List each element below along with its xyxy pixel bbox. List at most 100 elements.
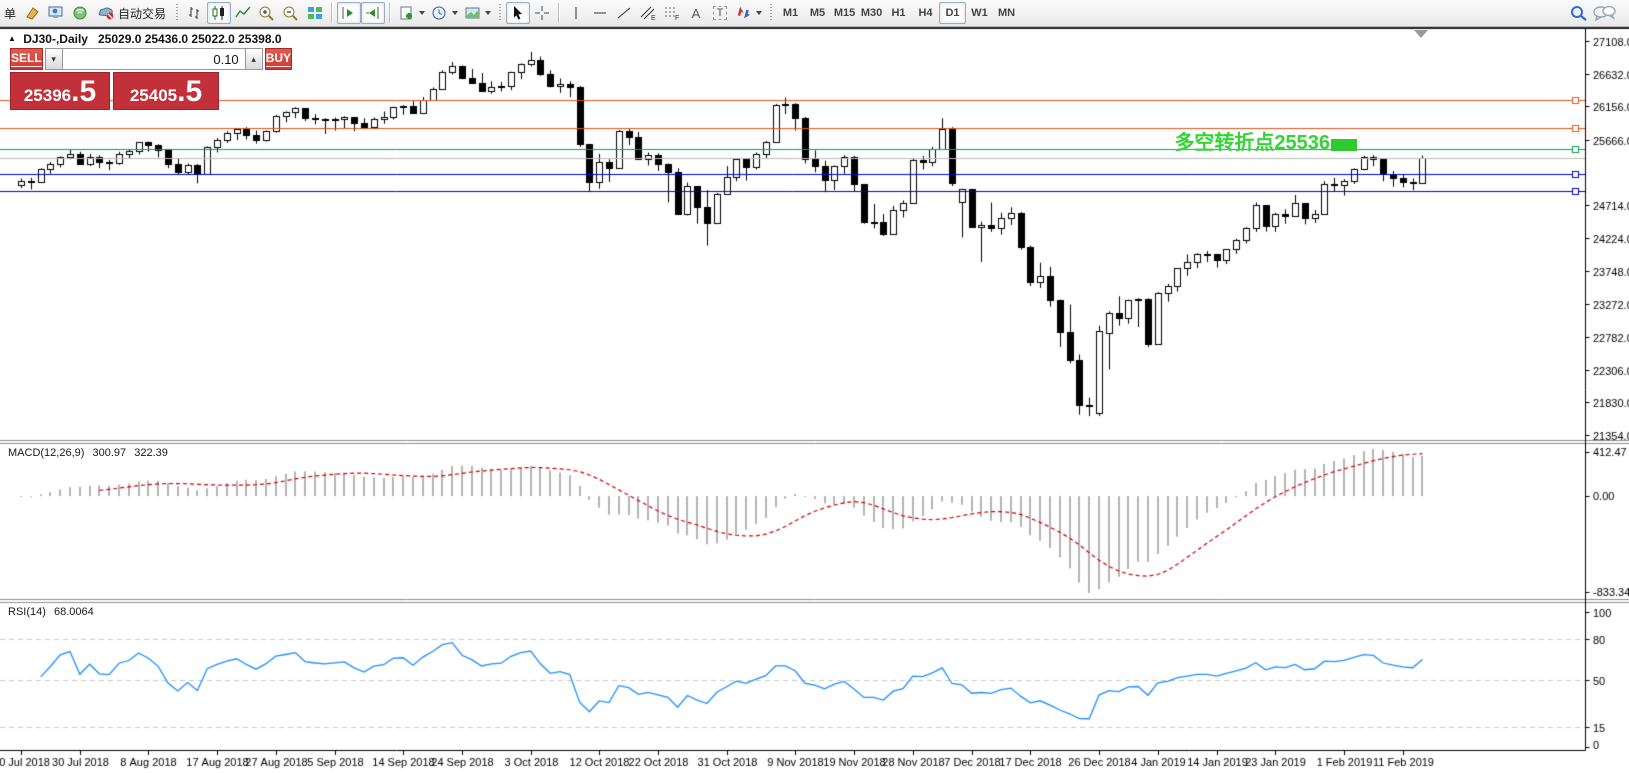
volume-decrease-button[interactable]: ▾ (44, 48, 63, 70)
signals-button[interactable] (68, 2, 92, 24)
chart-shift-button[interactable] (337, 2, 362, 24)
chevron-down-icon (452, 11, 459, 15)
timeframe-button-w1[interactable]: W1 (971, 7, 988, 19)
toolbar-grip (499, 4, 502, 22)
arrows-button[interactable] (732, 2, 765, 24)
chart-symbol-period: DJ30-,Daily (23, 32, 88, 46)
objects-button[interactable] (20, 2, 44, 24)
equidistant-channel-icon: E (639, 5, 657, 21)
sell-price-main: 25396 (23, 86, 72, 105)
timeframe-button-m15[interactable]: M15 (833, 7, 856, 19)
autotrading-button[interactable]: 自动交易 (92, 2, 171, 24)
timeframe-button-mn[interactable]: MN (997, 7, 1016, 19)
fibonacci-icon: F (663, 5, 681, 21)
timeframe-button-h1[interactable]: H1 (891, 7, 906, 19)
candlestick-chart-button[interactable] (207, 2, 232, 24)
vertical-line-icon (567, 5, 585, 21)
new-chart-icon (398, 5, 416, 21)
chart-shift-icon (340, 5, 358, 21)
templates-button[interactable] (461, 2, 494, 24)
bar-chart-button[interactable] (183, 2, 207, 24)
toolbar-grip (176, 4, 179, 22)
tile-windows-button[interactable] (303, 2, 327, 24)
new-chart-button[interactable] (395, 2, 428, 24)
periods-button[interactable] (428, 2, 461, 24)
text-button[interactable]: A (684, 2, 708, 24)
timeframe-group: M1 M5 M15 M30 H1 H4 D1 W1 MN (777, 2, 1020, 24)
sell-button[interactable]: SELL (10, 48, 43, 70)
chevron-down-icon (419, 11, 426, 15)
clock-icon (431, 5, 449, 21)
fibonacci-button[interactable]: F (660, 2, 684, 24)
volume-stepper: ▾ ▴ (44, 48, 263, 70)
buy-price-frac: .5 (177, 75, 203, 108)
toolbar-separator (389, 3, 392, 23)
text-icon: A (691, 5, 701, 21)
timeframe-button-m1[interactable]: M1 (782, 7, 799, 19)
macd-indicator-label: MACD(12,26,9) 300.97 322.39 (8, 447, 173, 459)
one-click-trade-panel: SELL ▾ ▴ BUY 25396 .5 25405 .5 (10, 48, 293, 110)
macd-value-signal: 322.39 (134, 447, 168, 459)
signals-icon (71, 5, 89, 21)
new-order-button[interactable]: 单 (4, 6, 17, 21)
zoom-in-button[interactable] (255, 2, 279, 24)
crosshair-button[interactable] (530, 2, 554, 24)
sell-price-frac: .5 (71, 75, 97, 108)
buy-price-main: 25405 (129, 86, 178, 105)
vertical-line-button[interactable] (564, 2, 588, 24)
buy-price[interactable]: 25405 .5 (113, 72, 219, 110)
timeframe-button-m5[interactable]: M5 (809, 7, 826, 19)
horizontal-line-button[interactable] (588, 2, 612, 24)
timeframe-button-m30[interactable]: M30 (860, 7, 883, 19)
volume-input[interactable] (62, 48, 245, 70)
timeframe-button-d1[interactable]: D1 (939, 2, 967, 24)
rsi-value: 68.0064 (53, 606, 94, 618)
candlestick-chart-icon (210, 5, 228, 21)
auto-scroll-icon (364, 5, 382, 21)
toolbar-separator (558, 3, 561, 23)
sell-price[interactable]: 25396 .5 (10, 72, 110, 110)
chevron-down-icon (485, 11, 492, 15)
line-chart-icon (234, 5, 252, 21)
pivot-annotation-text: 多空转折点25536 (1174, 132, 1330, 154)
trend-line-icon (615, 5, 633, 21)
zoom-out-icon (282, 5, 300, 21)
templates-icon (464, 5, 482, 21)
chart-ohlc-values: 25029.0 25436.0 25022.0 25398.0 (98, 32, 282, 46)
search-button[interactable] (1567, 2, 1591, 24)
crosshair-icon (533, 5, 551, 21)
equidistant-channel-button[interactable]: E (636, 2, 660, 24)
svg-text:E: E (651, 15, 656, 21)
toolbar-separator (331, 3, 334, 23)
text-label-button[interactable]: T (708, 2, 732, 24)
zoom-out-button[interactable] (279, 2, 303, 24)
cursor-button[interactable] (506, 2, 531, 24)
expert-advisors-icon (47, 5, 65, 21)
chart-title: ▲ DJ30-,Daily 25029.0 25436.0 25022.0 25… (8, 32, 282, 46)
search-icon (1569, 4, 1589, 22)
collapse-panel-icon[interactable]: ▲ (8, 34, 16, 43)
buy-button[interactable]: BUY (264, 48, 293, 70)
toolbar-grip (770, 4, 773, 22)
volume-increase-button[interactable]: ▴ (244, 48, 263, 70)
expert-advisors-button[interactable] (44, 2, 68, 24)
objects-icon (23, 5, 41, 21)
timeframe-button-h4[interactable]: H4 (918, 7, 933, 19)
autotrading-icon (97, 5, 115, 21)
pivot-annotation-marker (1331, 139, 1357, 151)
toolbar-right-group (1567, 2, 1617, 24)
chat-button[interactable] (1591, 2, 1617, 24)
line-chart-button[interactable] (231, 2, 255, 24)
cursor-icon (509, 5, 527, 21)
auto-scroll-button[interactable] (361, 2, 386, 24)
chevron-down-icon (756, 11, 763, 15)
chart-scroll-marker-icon[interactable] (1414, 30, 1428, 38)
tile-windows-icon (306, 5, 324, 21)
rsi-name: RSI(14) (8, 606, 46, 618)
zoom-in-icon (258, 5, 276, 21)
trend-line-button[interactable] (612, 2, 636, 24)
text-label-icon: T (712, 6, 728, 20)
rsi-indicator-label: RSI(14) 68.0064 (8, 606, 99, 618)
horizontal-line-icon (591, 5, 609, 21)
